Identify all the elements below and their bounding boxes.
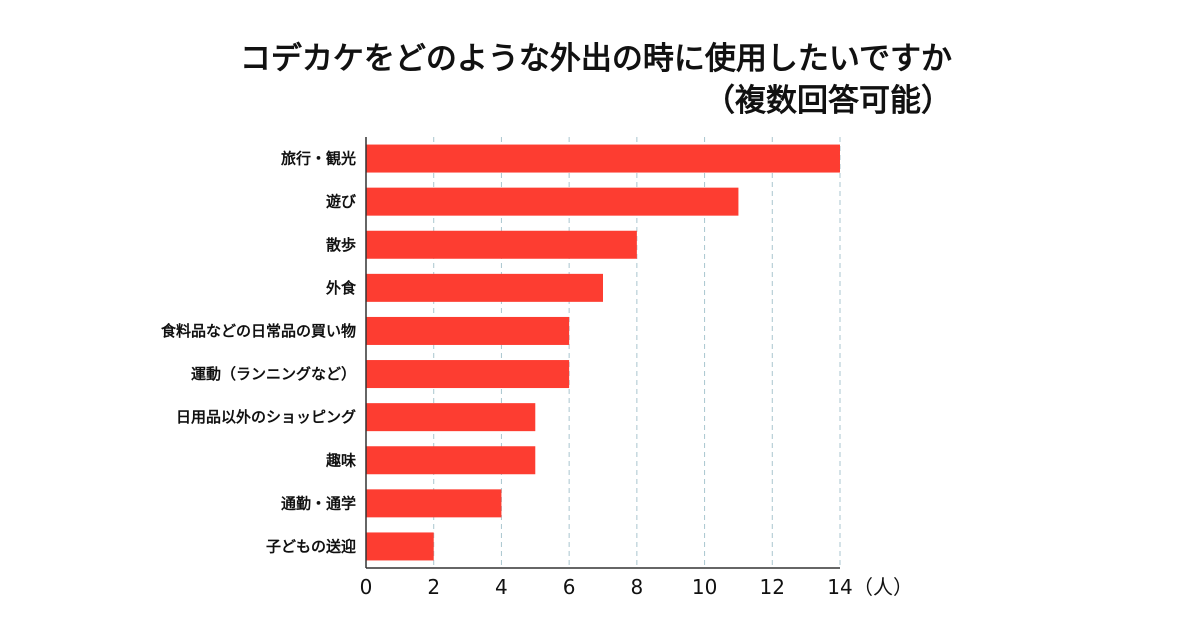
x-tick-label-0: 0: [360, 575, 373, 599]
category-label-3: 外食: [325, 279, 357, 297]
bar-0: [366, 144, 840, 173]
category-label-8: 通勤・通学: [281, 494, 356, 512]
bar-3: [366, 273, 603, 302]
chart-title-line-1: コデカケをどのような外出の時に使用したいですか: [239, 41, 952, 77]
bar-5: [366, 360, 570, 389]
bar-7: [366, 446, 536, 475]
category-label-0: 旅行・観光: [281, 150, 356, 168]
x-tick-label-6: 6: [563, 575, 576, 599]
category-label-7: 趣味: [325, 451, 356, 469]
bar-1: [366, 187, 739, 216]
category-label-9: 子どもの送迎: [266, 537, 356, 555]
bars: [366, 144, 840, 561]
x-tick-labels: 0 2 4 6 8 10 12 14: [360, 575, 853, 599]
bar-2: [366, 230, 637, 259]
x-tick-label-8: 8: [630, 575, 643, 599]
category-label-1: 遊び: [326, 193, 356, 211]
category-label-2: 散歩: [326, 236, 356, 254]
bar-9: [366, 532, 434, 561]
chart-title: コデカケをどのような外出の時に使用したいですか （複数回答可能）: [230, 38, 952, 122]
bar-6: [366, 403, 536, 432]
x-axis-unit-label: （人）: [853, 575, 913, 599]
x-tick-label-14: 14: [827, 575, 852, 599]
category-label-5: 運動（ランニングなど）: [191, 365, 356, 383]
x-tick-label-4: 4: [495, 575, 508, 599]
axes: [365, 137, 840, 569]
category-label-4: 食料品などの日常品の買い物: [161, 322, 356, 340]
x-tick-label-2: 2: [427, 575, 440, 599]
x-tick-label-12: 12: [760, 575, 785, 599]
bar-8: [366, 489, 502, 518]
chart-title-line-2: （複数回答可能）: [704, 83, 952, 119]
x-tick-label-10: 10: [692, 575, 717, 599]
category-label-6: 日用品以外のショッピング: [176, 408, 356, 426]
bar-4: [366, 316, 570, 345]
